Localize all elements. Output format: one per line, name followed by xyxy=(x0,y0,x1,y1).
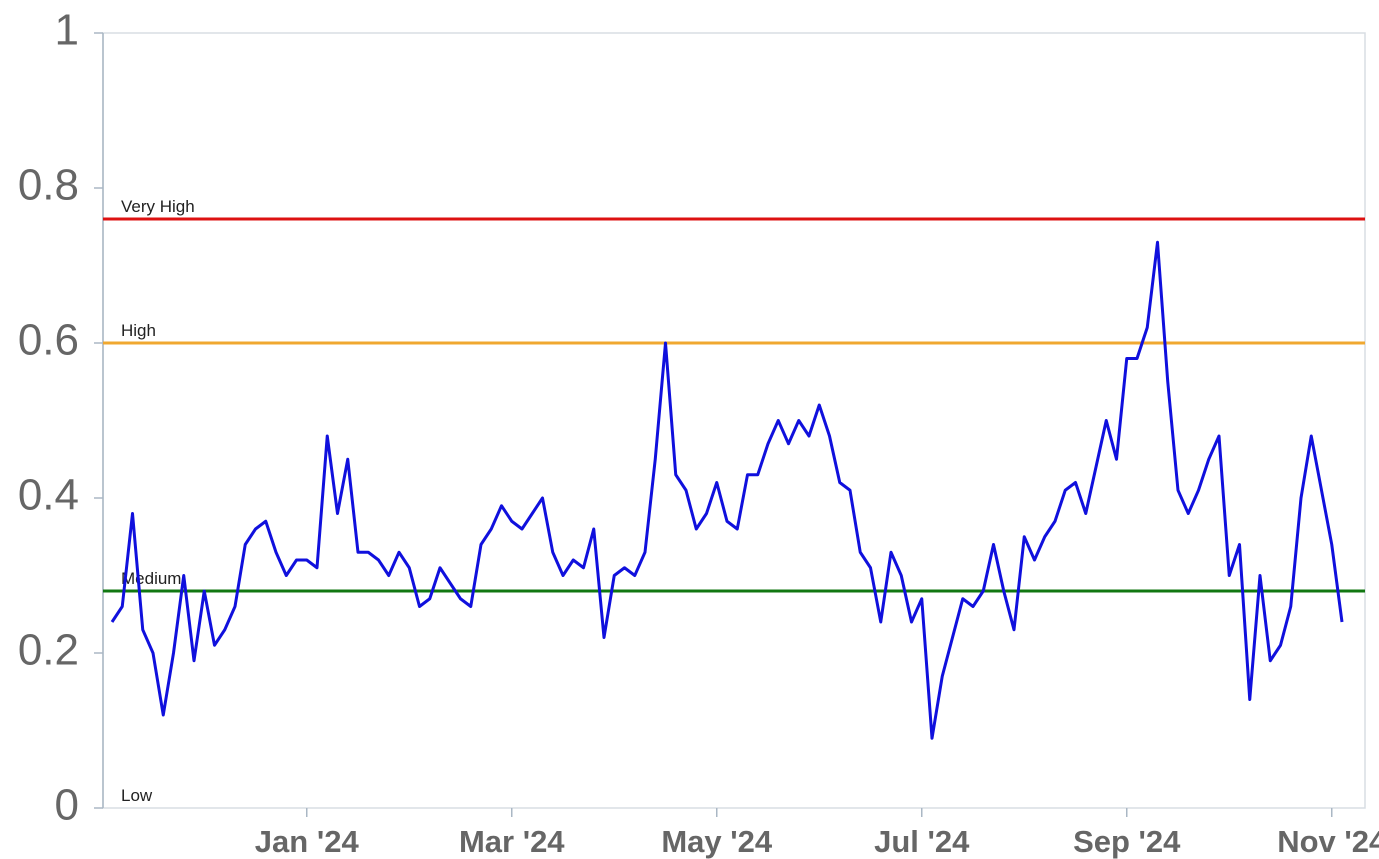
y-tick-label: 0.4 xyxy=(18,471,79,520)
x-tick-label: Mar '24 xyxy=(459,824,565,859)
threshold-label: Low xyxy=(121,786,153,805)
threshold-label: High xyxy=(121,321,156,340)
x-tick-label: Sep '24 xyxy=(1073,824,1181,859)
y-tick-label: 0.6 xyxy=(18,316,79,365)
threshold-label: Medium xyxy=(121,569,181,588)
x-tick-label: May '24 xyxy=(661,824,773,859)
y-tick-label: 0 xyxy=(55,781,79,830)
data-line xyxy=(110,240,1344,740)
threshold-label: Very High xyxy=(121,197,195,216)
x-tick-label: Jul '24 xyxy=(874,824,970,859)
x-tick-label: Jan '24 xyxy=(255,824,360,859)
y-tick-label: 1 xyxy=(55,6,79,55)
plot-frame xyxy=(102,32,1366,809)
y-tick-label: 0.8 xyxy=(18,161,79,210)
y-tick-label: 0.2 xyxy=(18,626,79,675)
x-tick-label: Nov '24 xyxy=(1277,824,1379,859)
